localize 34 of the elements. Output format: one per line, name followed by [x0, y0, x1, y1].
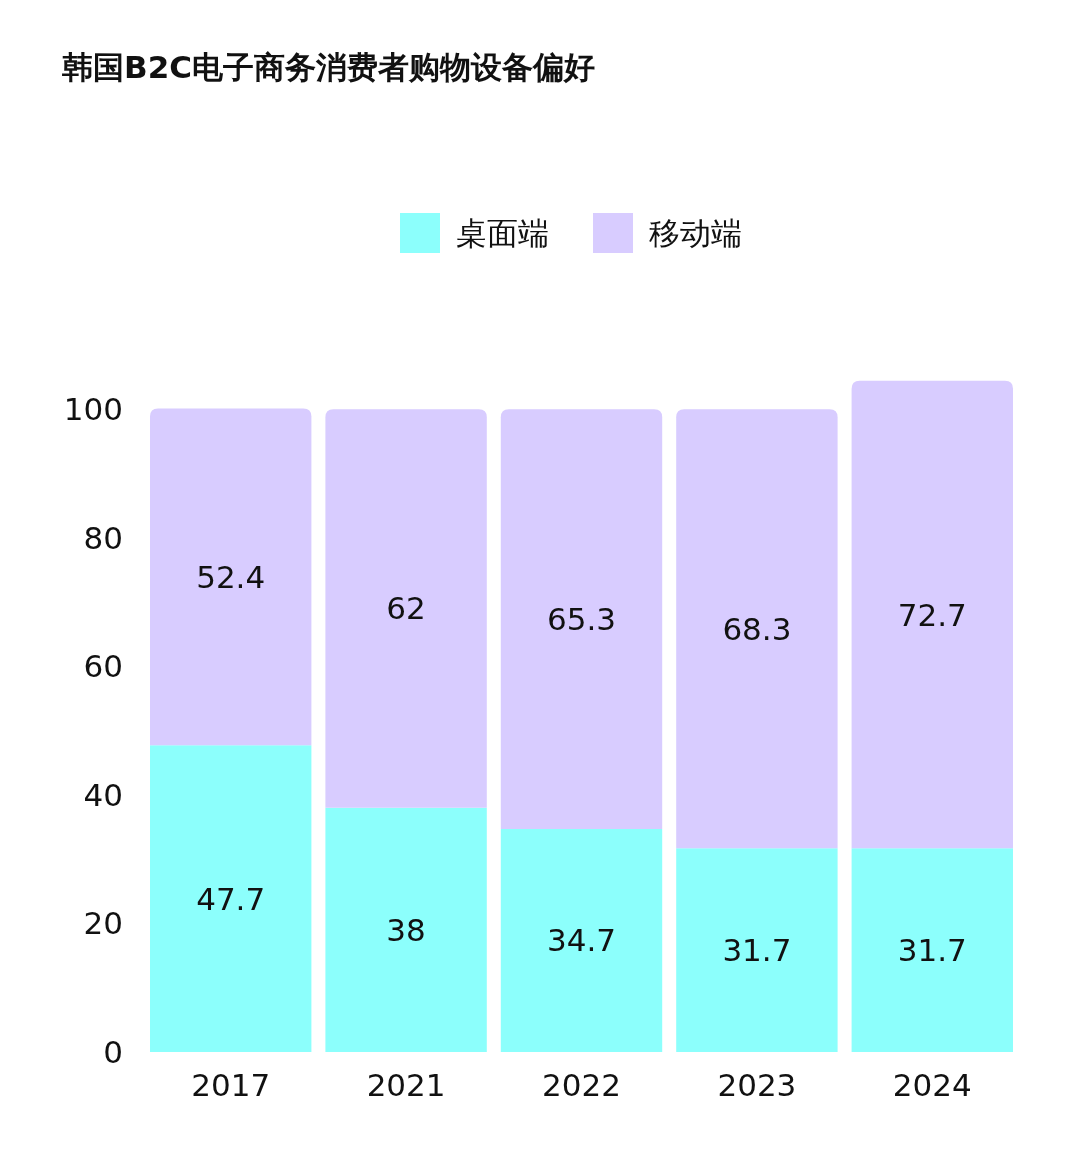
y-tick-label: 20: [83, 905, 123, 942]
data-label: 31.7: [722, 932, 792, 969]
x-tick-label: 2017: [191, 1067, 271, 1103]
bar: [851, 380, 1013, 849]
x-tick-label: 2023: [717, 1067, 797, 1103]
data-label: 34.7: [546, 922, 617, 959]
data-label: 38: [386, 911, 426, 948]
data-label: 68.3: [722, 610, 792, 647]
x-tick-label: 2022: [542, 1067, 621, 1103]
bar: [500, 828, 663, 1052]
y-tick-label: 40: [83, 776, 123, 813]
data-label: 72.7: [897, 596, 967, 633]
bar: [325, 807, 487, 1052]
data-label: 52.4: [196, 558, 266, 595]
y-tick-label: 0: [103, 1034, 123, 1070]
x-tick-label: 2021: [366, 1067, 446, 1103]
data-label: 65.3: [546, 601, 617, 638]
data-label: 62: [386, 590, 426, 627]
y-tick-label: 60: [83, 648, 123, 685]
legend-label: 移动端: [649, 215, 742, 251]
data-label: 31.7: [897, 932, 967, 969]
bar: [851, 848, 1013, 1052]
y-tick-label: 80: [83, 519, 123, 556]
bar: [500, 409, 663, 829]
bar: [150, 408, 312, 746]
y-tick-label: 100: [63, 391, 123, 428]
bar: [676, 409, 838, 849]
chart-title: 韩国B2C电子商务消费者购物设备偏好: [61, 49, 595, 85]
bar: [325, 409, 487, 808]
bar: [676, 848, 838, 1052]
legend-label: 桌面端: [456, 215, 549, 251]
x-tick-label: 2024: [892, 1067, 972, 1103]
bar: [150, 745, 312, 1052]
data-label: 47.7: [196, 880, 266, 917]
